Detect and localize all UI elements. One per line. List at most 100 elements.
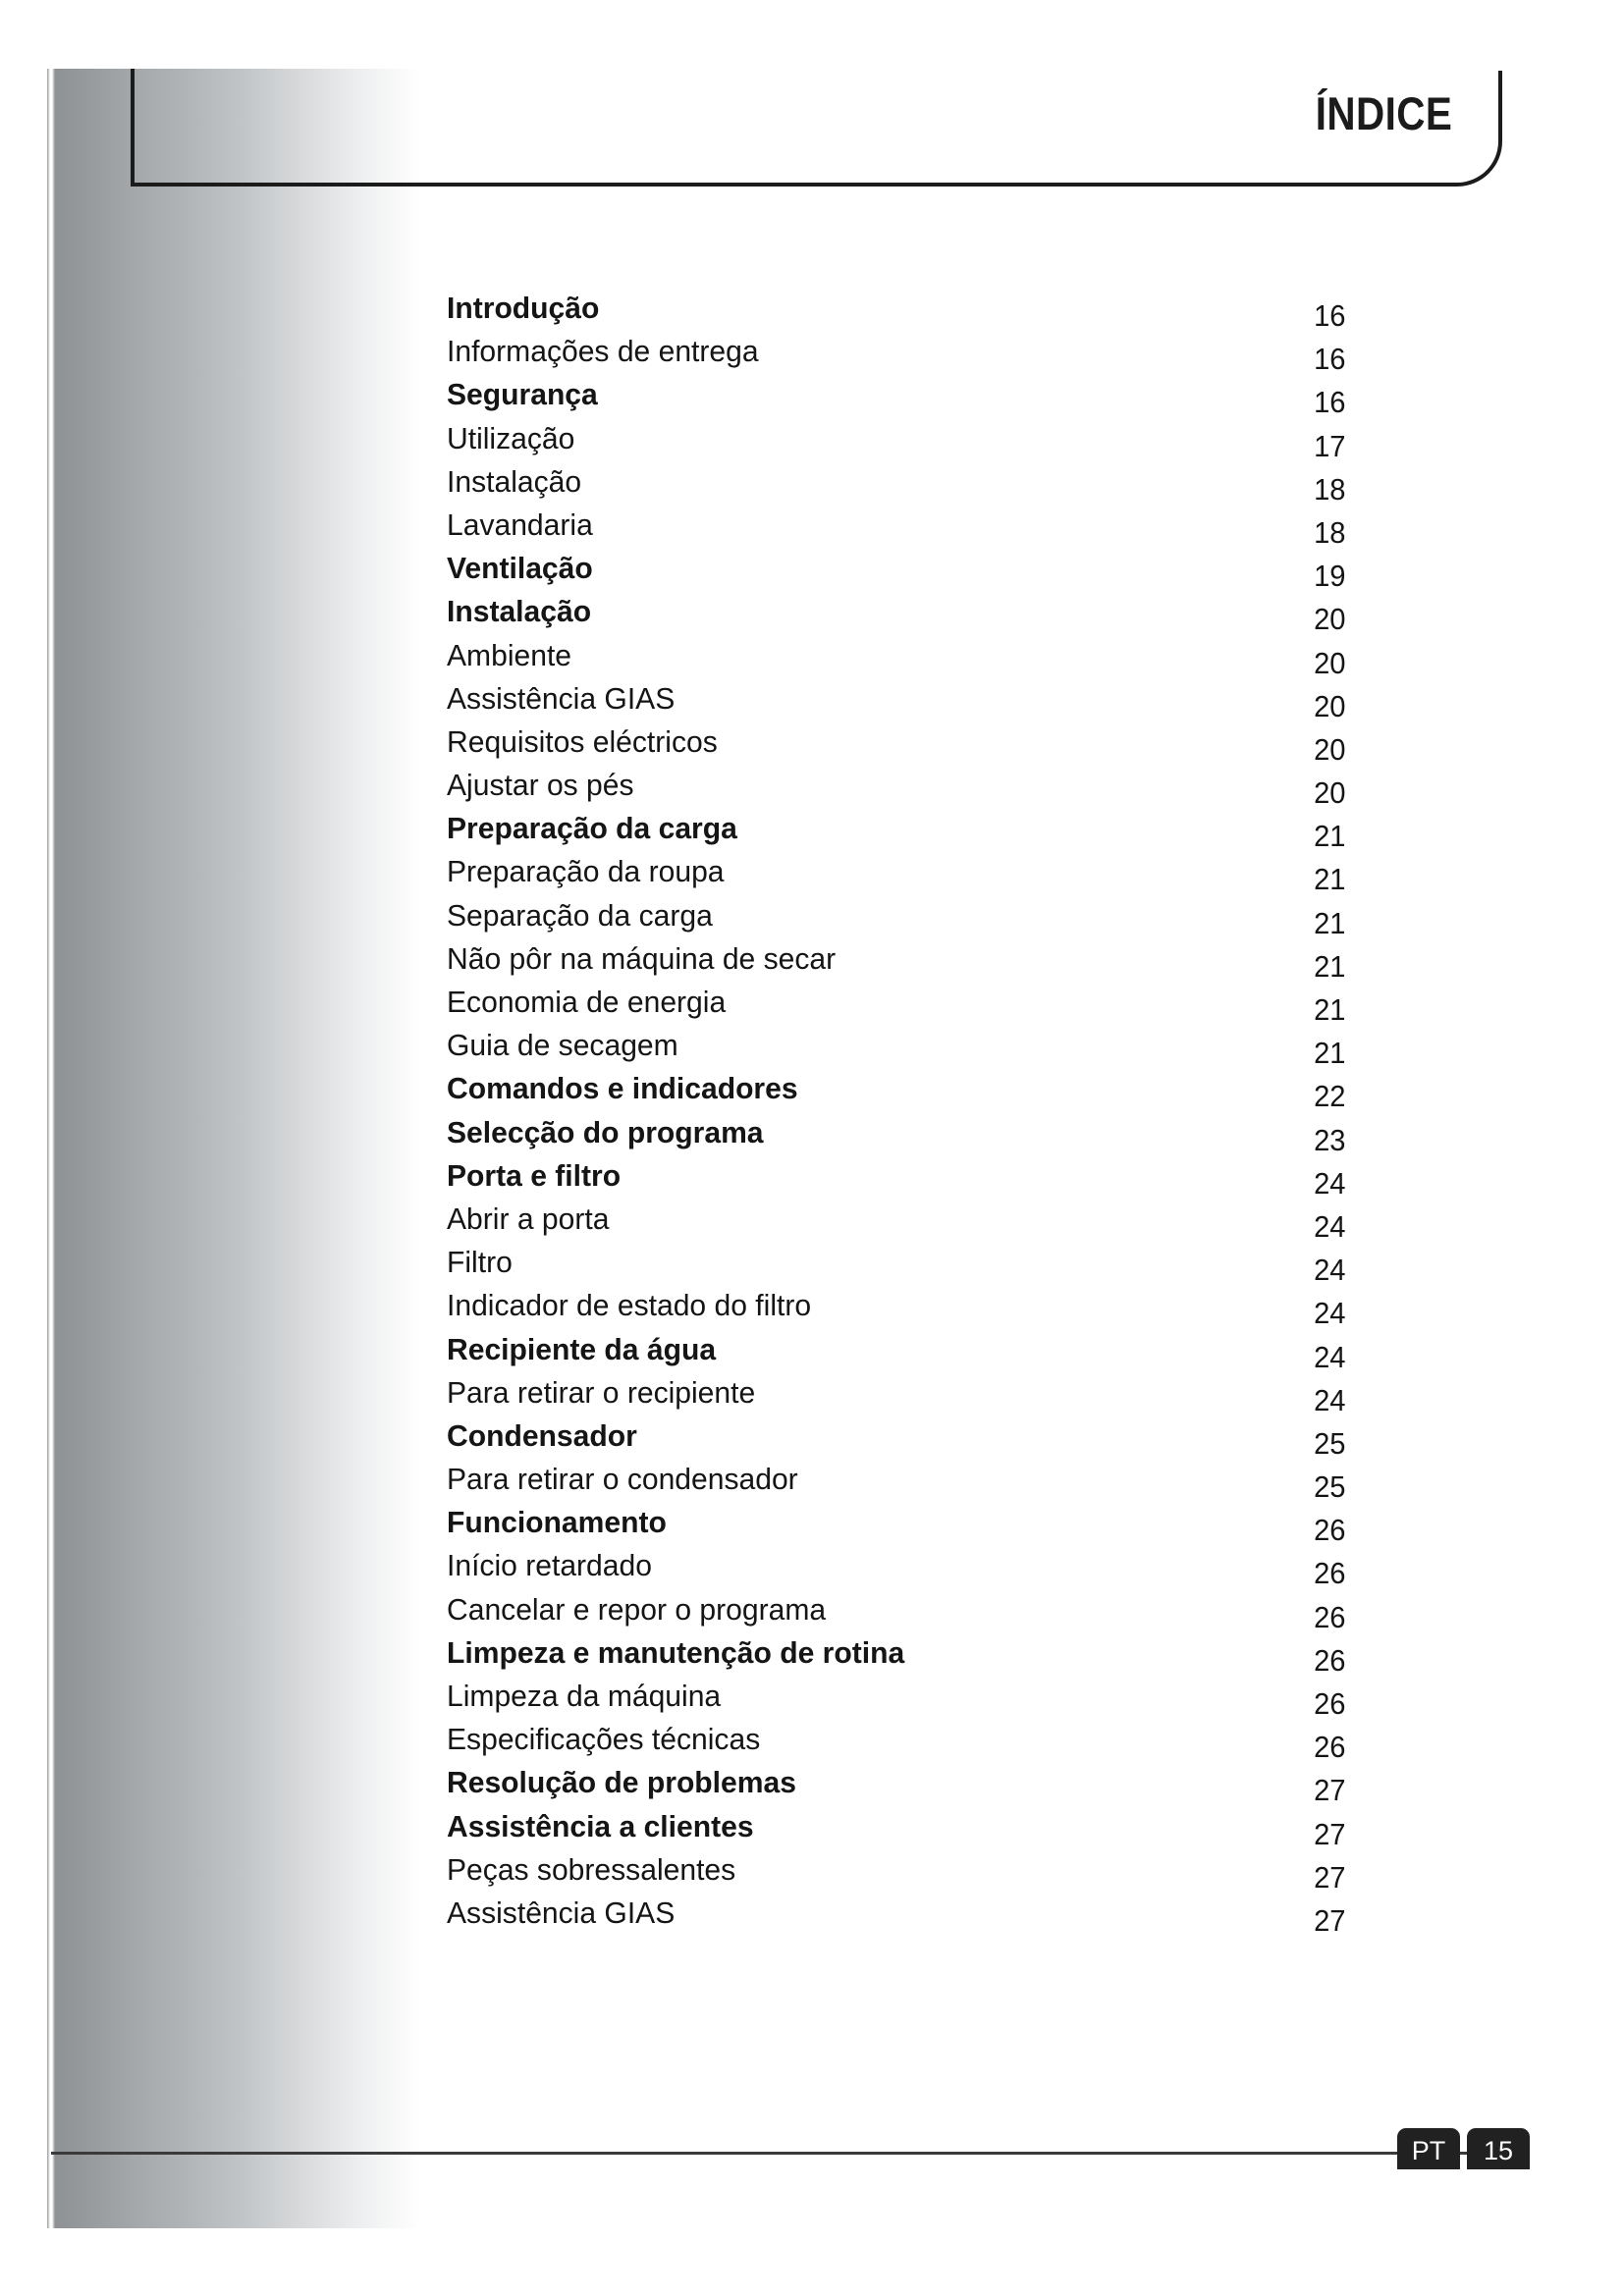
toc-entry-label: Preparação da roupa — [447, 854, 725, 889]
toc-entry-label: Introdução — [447, 291, 600, 325]
toc-entry-page-number: 18 — [1313, 514, 1345, 550]
toc-entry-page-number: 26 — [1313, 1599, 1345, 1634]
toc-entry-label: Assistência a clientes — [447, 1808, 754, 1843]
toc-entry-label: Ventilação — [447, 551, 593, 586]
toc-row[interactable]: Assistência a clientes 27 — [447, 1809, 1345, 1852]
toc-entry-label: Assistência GIAS — [447, 1895, 676, 1930]
page-number-badge: 15 — [1467, 2128, 1530, 2169]
toc-row[interactable]: Início retardado 26 — [447, 1548, 1345, 1591]
toc-entry-page-number: 21 — [1313, 819, 1345, 854]
toc-entry-label: Recipiente da água — [447, 1331, 717, 1366]
toc-row[interactable]: Ajustar os pés 20 — [447, 768, 1345, 811]
toc-entry-page-number: 25 — [1313, 1425, 1345, 1461]
toc-entry-label: Ambiente — [447, 637, 572, 672]
toc-row[interactable]: Utilização 17 — [447, 421, 1345, 464]
toc-entry-page-number: 16 — [1313, 342, 1345, 377]
toc-row[interactable]: Guia de secagem 21 — [447, 1028, 1345, 1071]
toc-entry-label: Cancelar e repor o programa — [447, 1591, 827, 1627]
toc-row[interactable]: Informações de entrega 16 — [447, 334, 1345, 377]
toc-row[interactable]: Introdução 16 — [447, 291, 1345, 334]
left-gradient-band — [47, 69, 420, 2228]
toc-row[interactable]: Condensador 25 — [447, 1418, 1345, 1462]
toc-row[interactable]: Resolução de problemas 27 — [447, 1765, 1345, 1808]
toc-entry-label: Segurança — [447, 377, 598, 412]
toc-row[interactable]: Assistência GIAS 27 — [447, 1896, 1345, 1939]
toc-row[interactable]: Assistência GIAS 20 — [447, 681, 1345, 724]
toc-entry-page-number: 26 — [1313, 1686, 1345, 1721]
toc-entry-page-number: 16 — [1313, 298, 1345, 333]
toc-entry-page-number: 21 — [1313, 948, 1345, 984]
toc-entry-label: Especificações técnicas — [447, 1722, 761, 1757]
header-frame — [131, 69, 1502, 187]
toc-entry-page-number: 16 — [1313, 385, 1345, 420]
toc-row[interactable]: Porta e filtro 24 — [447, 1158, 1345, 1201]
footer-badges: PT 15 — [1397, 2128, 1530, 2169]
toc-entry-label: Filtro — [447, 1245, 513, 1280]
toc-entry-page-number: 25 — [1313, 1469, 1345, 1505]
toc-entry-label: Lavandaria — [447, 507, 593, 542]
toc-row[interactable]: Cancelar e repor o programa 26 — [447, 1592, 1345, 1635]
toc-entry-label: Resolução de problemas — [447, 1765, 796, 1800]
toc-entry-label: Utilização — [447, 420, 575, 455]
toc-entry-page-number: 24 — [1313, 1253, 1345, 1288]
toc-entry-label: Ajustar os pés — [447, 768, 634, 803]
toc-entry-label: Informações de entrega — [447, 334, 759, 369]
toc-entry-page-number: 24 — [1313, 1382, 1345, 1417]
toc-row[interactable]: Preparação da carga 21 — [447, 811, 1345, 854]
toc-row[interactable]: Economia de energia 21 — [447, 985, 1345, 1028]
toc-entry-label: Limpeza e manutenção de rotina — [447, 1634, 905, 1670]
toc-entry-label: Instalação — [447, 594, 592, 629]
toc-entry-page-number: 21 — [1313, 1036, 1345, 1071]
toc-entry-label: Separação da carga — [447, 897, 713, 933]
toc-entry-page-number: 24 — [1313, 1165, 1345, 1201]
toc-row[interactable]: Limpeza e manutenção de rotina 26 — [447, 1635, 1345, 1679]
toc-row[interactable]: Indicador de estado do filtro 24 — [447, 1288, 1345, 1331]
toc-row[interactable]: Para retirar o recipiente 24 — [447, 1375, 1345, 1418]
toc-row[interactable]: Peças sobressalentes 27 — [447, 1852, 1345, 1896]
toc-entry-label: Início retardado — [447, 1548, 652, 1583]
toc-entry-label: Para retirar o recipiente — [447, 1374, 756, 1410]
toc-entry-page-number: 20 — [1313, 645, 1345, 680]
toc-row[interactable]: Abrir a porta 24 — [447, 1201, 1345, 1245]
toc-entry-page-number: 19 — [1313, 559, 1345, 594]
toc-entry-page-number: 23 — [1313, 1122, 1345, 1157]
toc-row[interactable]: Preparação da roupa 21 — [447, 854, 1345, 897]
toc-row[interactable]: Comandos e indicadores 22 — [447, 1071, 1345, 1114]
toc-row[interactable]: Segurança 16 — [447, 377, 1345, 420]
toc-row[interactable]: Ambiente 20 — [447, 638, 1345, 681]
toc-row[interactable]: Filtro 24 — [447, 1245, 1345, 1288]
toc-entry-label: Assistência GIAS — [447, 680, 676, 716]
footer-rule — [51, 2152, 1528, 2155]
toc-row[interactable]: Não pôr na máquina de secar 21 — [447, 941, 1345, 985]
toc-entry-label: Instalação — [447, 463, 582, 499]
toc-row[interactable]: Separação da carga 21 — [447, 898, 1345, 941]
toc-row[interactable]: Especificações técnicas 26 — [447, 1722, 1345, 1765]
toc-entry-label: Porta e filtro — [447, 1157, 622, 1193]
toc-entry-page-number: 24 — [1313, 1339, 1345, 1374]
toc-row[interactable]: Ventilação 19 — [447, 551, 1345, 594]
toc-entry-label: Economia de energia — [447, 985, 727, 1019]
toc-entry-label: Não pôr na máquina de secar — [447, 940, 837, 976]
toc-row[interactable]: Instalação 20 — [447, 594, 1345, 637]
table-of-contents: Introdução 16 Informações de entrega 16 Segu… — [447, 291, 1345, 1939]
toc-entry-label: Preparação da carga — [447, 811, 737, 846]
toc-entry-page-number: 26 — [1313, 1730, 1345, 1765]
header-corner-mask — [1498, 0, 1508, 71]
toc-entry-page-number: 26 — [1313, 1642, 1345, 1678]
toc-entry-label: Abrir a porta — [447, 1201, 610, 1236]
toc-entry-page-number: 26 — [1313, 1556, 1345, 1591]
toc-entry-page-number: 22 — [1313, 1079, 1345, 1114]
toc-row[interactable]: Para retirar o condensador 25 — [447, 1462, 1345, 1505]
toc-entry-page-number: 24 — [1313, 1296, 1345, 1331]
toc-row[interactable]: Instalação 18 — [447, 464, 1345, 507]
toc-row[interactable]: Requisitos eléctricos 20 — [447, 724, 1345, 768]
toc-row[interactable]: Funcionamento 26 — [447, 1505, 1345, 1548]
toc-entry-label: Indicador de estado do filtro — [447, 1288, 812, 1323]
toc-row[interactable]: Selecção do programa 23 — [447, 1115, 1345, 1158]
language-badge: PT — [1397, 2128, 1460, 2169]
toc-row[interactable]: Limpeza da máquina 26 — [447, 1679, 1345, 1722]
toc-entry-page-number: 20 — [1313, 602, 1345, 637]
toc-entry-label: Selecção do programa — [447, 1114, 764, 1149]
toc-row[interactable]: Lavandaria 18 — [447, 507, 1345, 551]
toc-row[interactable]: Recipiente da água 24 — [447, 1332, 1345, 1375]
